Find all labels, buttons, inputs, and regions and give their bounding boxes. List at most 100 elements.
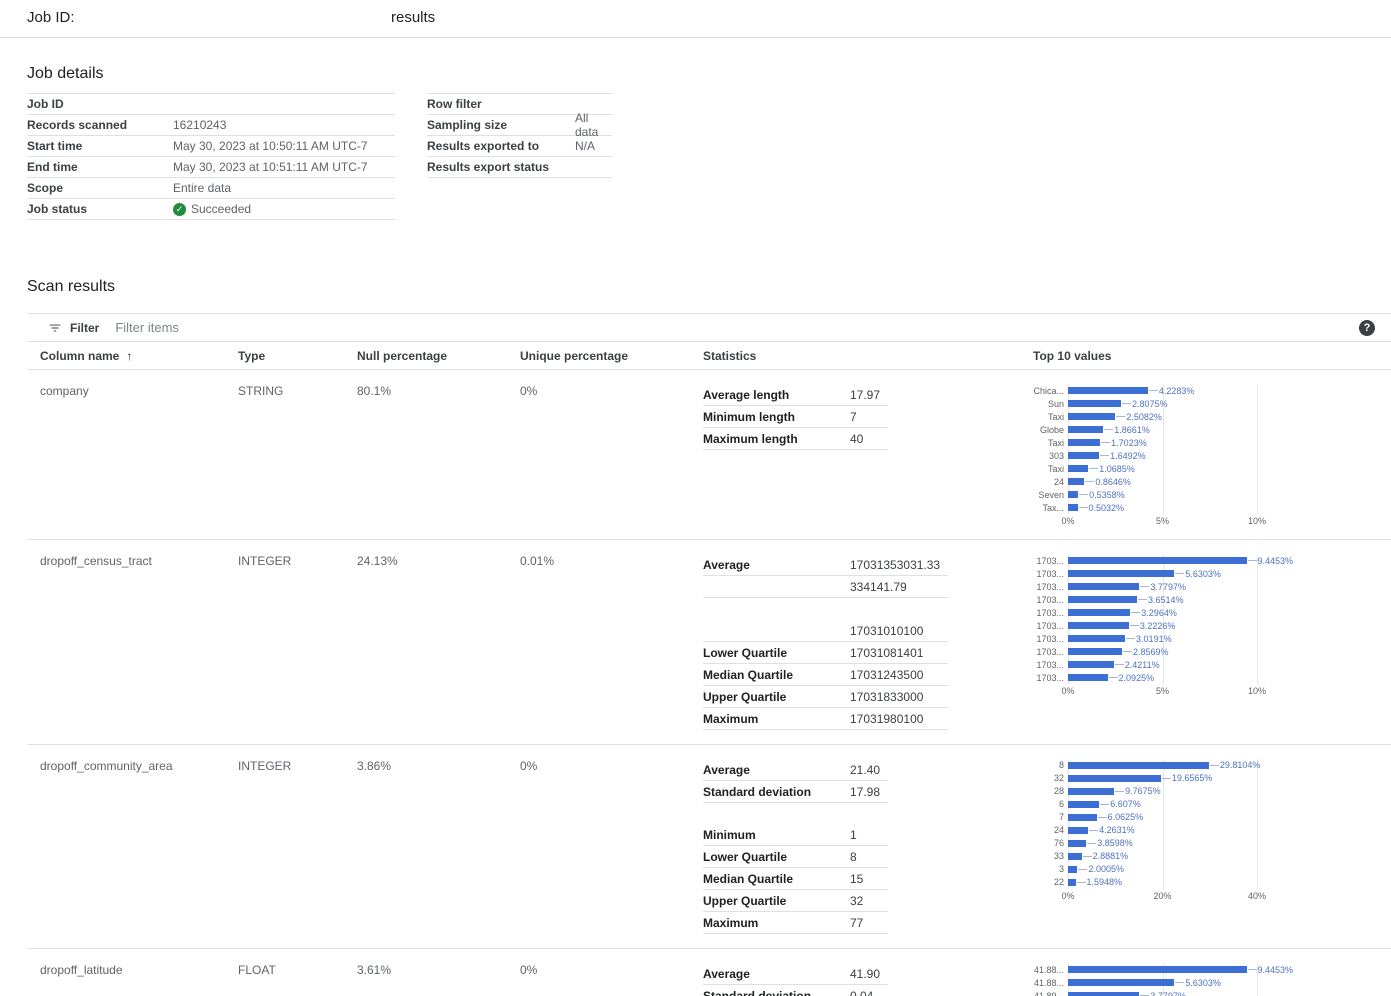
job-details-heading: Job details bbox=[27, 65, 104, 82]
chart-value-label: 9.4453% bbox=[1248, 965, 1294, 975]
filter-label[interactable]: Filter bbox=[70, 320, 100, 335]
job-details-table-right: Row filter Sampling size All data Results e… bbox=[427, 93, 612, 178]
top-10-chart: 8 29.8104% 32 19.6565% 28 9.7675% 6 6.607% 7 6.06… bbox=[1033, 758, 1391, 901]
cell-type: FLOAT bbox=[238, 963, 276, 977]
chart-bar[interactable] bbox=[1068, 465, 1089, 472]
chart-gridline bbox=[1068, 384, 1069, 514]
stat-row: Minimum length 7 bbox=[703, 405, 889, 428]
chart-bar-track: 2.4211% bbox=[1068, 658, 1268, 671]
chart-bar[interactable] bbox=[1068, 557, 1247, 564]
chart-bar[interactable] bbox=[1068, 400, 1122, 407]
chart-bar[interactable] bbox=[1068, 813, 1097, 821]
chart-bar[interactable] bbox=[1068, 674, 1108, 681]
chart-bar[interactable] bbox=[1068, 596, 1137, 603]
chart-category-label: 303 bbox=[1048, 450, 1064, 461]
chart-bar[interactable] bbox=[1068, 622, 1129, 629]
job-detail-value: May 30, 2023 at 10:51:11 AM UTC-7 bbox=[173, 160, 368, 174]
job-detail-row: Job ID bbox=[27, 93, 395, 114]
job-detail-row: Sampling size All data bbox=[427, 111, 612, 139]
chart-value-label: 1.8661% bbox=[1104, 425, 1150, 435]
cell-unique-percentage: 0% bbox=[520, 758, 538, 773]
column-header-label: Top 10 values bbox=[1033, 348, 1112, 363]
stat-row: Standard deviation 0.04 bbox=[703, 984, 889, 996]
chart-bar[interactable] bbox=[1068, 800, 1100, 808]
chart-bar[interactable] bbox=[1068, 478, 1085, 485]
chart-bar[interactable] bbox=[1068, 839, 1087, 847]
chart-bar[interactable] bbox=[1068, 852, 1082, 860]
chart-category-label: 76 bbox=[1053, 838, 1064, 848]
column-header-label: Column name bbox=[40, 348, 120, 363]
chart-bar[interactable] bbox=[1068, 992, 1140, 996]
job-detail-label: End time bbox=[27, 160, 78, 174]
filter-input[interactable] bbox=[115, 320, 536, 335]
chart-bar[interactable] bbox=[1068, 761, 1209, 769]
chart-bar[interactable] bbox=[1068, 979, 1175, 986]
column-header-column-name[interactable]: Column name ↑ bbox=[27, 349, 238, 363]
chart-bar[interactable] bbox=[1068, 787, 1115, 795]
column-header-label: Type bbox=[238, 348, 266, 363]
job-id-label: Job ID: bbox=[27, 9, 75, 26]
job-detail-row: Results export status bbox=[427, 156, 612, 178]
chart-bar[interactable] bbox=[1068, 635, 1126, 642]
chart-bar[interactable] bbox=[1068, 426, 1104, 433]
chart-bar[interactable] bbox=[1068, 774, 1161, 782]
chart-bar-track: 0.8646% bbox=[1068, 475, 1268, 488]
stat-value: 21.40 bbox=[850, 758, 889, 781]
chart-category-label: 3 bbox=[1058, 864, 1064, 874]
filter-bar: Filter ? bbox=[27, 313, 1391, 342]
chart-bar[interactable] bbox=[1068, 609, 1131, 616]
chart-bar[interactable] bbox=[1068, 966, 1247, 973]
chart-value-label: 19.6565% bbox=[1162, 773, 1213, 783]
chart-bar-row: 1703... 3.2964% bbox=[1033, 606, 1391, 619]
job-detail-row: Job status ✓ Succeeded bbox=[27, 198, 395, 220]
chart-bar-track: 2.5082% bbox=[1068, 410, 1268, 423]
cell-column-name: dropoff_latitude bbox=[40, 963, 123, 977]
chart-bar[interactable] bbox=[1068, 439, 1101, 446]
chart-bar-row: 1703... 5.6303% bbox=[1033, 567, 1391, 580]
job-detail-label: Job ID bbox=[27, 97, 64, 111]
chart-bar[interactable] bbox=[1068, 878, 1076, 886]
chart-gridline bbox=[1068, 758, 1069, 889]
table-row: dropoff_community_area INTEGER 3.86% 0% Aver… bbox=[27, 745, 1391, 949]
chart-category-label: 1703... bbox=[1036, 581, 1064, 592]
chart-category-label: 6 bbox=[1058, 799, 1064, 809]
chart-category-label: Tax... bbox=[1042, 502, 1064, 513]
chart-bar[interactable] bbox=[1068, 648, 1122, 655]
chart-bar[interactable] bbox=[1068, 387, 1148, 394]
chart-bar[interactable] bbox=[1068, 826, 1089, 834]
job-detail-label: Start time bbox=[27, 139, 83, 153]
chart-bar[interactable] bbox=[1068, 570, 1175, 577]
help-icon[interactable]: ? bbox=[1359, 320, 1375, 336]
chart-bar-track: 3.8598% bbox=[1068, 837, 1268, 850]
chart-bar[interactable] bbox=[1068, 865, 1078, 873]
chart-bar-row: 22 1.5948% bbox=[1033, 876, 1391, 889]
column-header-label: Statistics bbox=[703, 348, 757, 363]
chart-value-label: 6.607% bbox=[1100, 799, 1141, 809]
stat-label: Lower Quartile bbox=[703, 641, 850, 664]
chart-value-label: 2.8075% bbox=[1122, 399, 1168, 409]
chart-category-label: 24 bbox=[1053, 825, 1064, 835]
stat-row: Minimum 1 bbox=[703, 824, 889, 846]
chart-bar[interactable] bbox=[1068, 413, 1116, 420]
sort-ascending-icon[interactable]: ↑ bbox=[126, 348, 133, 363]
chart-bar[interactable] bbox=[1068, 452, 1100, 459]
chart-bar-row: 1703... 3.2226% bbox=[1033, 619, 1391, 632]
chart-bar[interactable] bbox=[1068, 491, 1079, 498]
chart-bar[interactable] bbox=[1068, 661, 1114, 668]
chart-bar-track: 2.0925% bbox=[1068, 671, 1268, 684]
stat-value: 77 bbox=[850, 911, 889, 934]
stat-value: 7 bbox=[850, 405, 889, 428]
job-detail-row: Records scanned 16210243 bbox=[27, 114, 395, 135]
chart-bar[interactable] bbox=[1068, 504, 1078, 511]
chart-bar-row: Sun 2.8075% bbox=[1033, 397, 1391, 410]
stat-row: Average 21.40 bbox=[703, 758, 889, 781]
cell-top-10-values: 1703... 9.4453% 1703... 5.6303% 1703... 3.779… bbox=[1033, 548, 1391, 730]
chart-bar-track: 0.5358% bbox=[1068, 488, 1268, 501]
chart-bar-track: 1.6492% bbox=[1068, 449, 1268, 462]
chart-bar-track: 3.0191% bbox=[1068, 632, 1268, 645]
filter-icon[interactable] bbox=[48, 321, 62, 335]
chart-bar[interactable] bbox=[1068, 583, 1140, 590]
table-row: dropoff_latitude FLOAT 3.61% 0% Average 41.90… bbox=[27, 949, 1391, 996]
chart-gridline bbox=[1162, 554, 1164, 684]
stat-label: Maximum length bbox=[703, 427, 850, 450]
